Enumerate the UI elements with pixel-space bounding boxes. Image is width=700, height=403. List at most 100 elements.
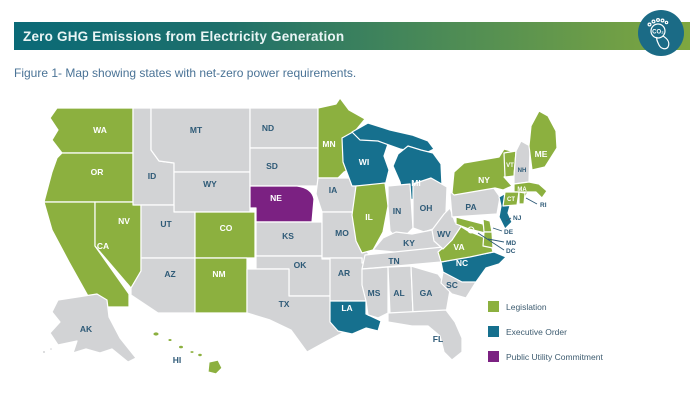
- page-title: Zero GHG Emissions from Electricity Gene…: [23, 28, 345, 44]
- state-NH: [513, 140, 531, 185]
- leader-line-DE: [492, 227, 503, 232]
- state-AK-island: [41, 349, 47, 355]
- state-label-UT: UT: [160, 219, 172, 229]
- state-MD: [455, 216, 486, 234]
- state-HI-island: [177, 344, 185, 350]
- state-label-MN: MN: [322, 139, 335, 149]
- public-utility-commitment-swatch: [488, 351, 499, 362]
- state-ND: [249, 107, 319, 149]
- state-label-NV: NV: [118, 216, 130, 226]
- state-MT: [150, 107, 251, 173]
- state-NM: [194, 257, 248, 314]
- state-SD: [249, 147, 319, 187]
- state-WA: [49, 107, 134, 154]
- state-label-MI: MI: [411, 178, 420, 188]
- dc-marker: [467, 226, 475, 234]
- state-FL: [387, 309, 463, 361]
- state-label-CT: CT: [507, 197, 515, 203]
- state-OR: [43, 152, 134, 203]
- state-label-NY: NY: [478, 175, 490, 185]
- state-WY: [173, 171, 251, 213]
- state-label-IL: IL: [365, 212, 373, 222]
- state-label-DC: DC: [506, 248, 516, 255]
- executive-order-swatch: [488, 326, 499, 337]
- callout-labels: RI NJ DE MD DC: [477, 197, 547, 255]
- state-label-NE: NE: [270, 193, 282, 203]
- state-label-ID: ID: [148, 171, 157, 181]
- leader-line-DC: [477, 232, 505, 251]
- state-label-KS: KS: [282, 231, 294, 241]
- legend-label: Executive Order: [506, 326, 567, 337]
- figure-caption: Figure 1- Map showing states with net-ze…: [14, 66, 357, 80]
- state-DE: [482, 218, 493, 233]
- map-legend: Legislation Executive Order Public Utili…: [488, 301, 603, 376]
- legend-label: Public Utility Commitment: [506, 351, 603, 362]
- state-label-WI: WI: [359, 157, 369, 167]
- state-label-IN: IN: [393, 206, 402, 216]
- state-label-NM: NM: [212, 269, 225, 279]
- state-label-MA: MA: [517, 187, 527, 193]
- state-label-SD: SD: [266, 161, 278, 171]
- leader-line-NJ: [505, 217, 512, 222]
- legend-item-executive-order: Executive Order: [488, 326, 603, 337]
- state-label-OK: OK: [294, 260, 308, 270]
- state-label-OR: OR: [91, 167, 104, 177]
- state-label-MD: MD: [506, 240, 516, 247]
- state-LA: [329, 300, 382, 335]
- header-bar: Zero GHG Emissions from Electricity Gene…: [14, 22, 690, 50]
- state-label-TN: TN: [388, 256, 399, 266]
- state-label-AR: AR: [338, 268, 350, 278]
- legend-label: Legislation: [506, 301, 547, 312]
- state-label-HI: HI: [173, 355, 182, 365]
- state-label-CO: CO: [220, 223, 233, 233]
- state-label-FL: FL: [433, 334, 443, 344]
- state-label-GA: GA: [420, 288, 433, 298]
- state-label-NH: NH: [518, 168, 527, 174]
- state-label-MT: MT: [190, 125, 203, 135]
- leader-line-MD: [487, 238, 505, 243]
- carbon-footprint-co2-icon: CO₂: [638, 10, 684, 56]
- state-AZ: [130, 257, 196, 314]
- legend-item-public-utility-commitment: Public Utility Commitment: [488, 351, 603, 362]
- state-label-KY: KY: [403, 238, 415, 248]
- state-label-TX: TX: [279, 299, 290, 309]
- state-NY: [451, 148, 513, 196]
- state-CO: [194, 211, 256, 259]
- co2-icon-text: CO₂: [652, 30, 664, 36]
- state-HI-big-island: [207, 359, 223, 375]
- state-label-AZ: AZ: [164, 269, 175, 279]
- state-RI: [518, 191, 526, 205]
- state-label-WA: WA: [93, 125, 107, 135]
- state-label-WY: WY: [203, 179, 217, 189]
- state-HI-island: [189, 349, 195, 355]
- state-HI-island: [197, 352, 204, 358]
- state-label-ND: ND: [262, 123, 274, 133]
- leader-line-RI: [525, 197, 538, 205]
- state-label-NJ: NJ: [513, 215, 522, 222]
- state-MI-upper: [351, 122, 435, 155]
- state-label-ME: ME: [535, 149, 548, 159]
- state-label-IA: IA: [329, 185, 338, 195]
- state-label-LA: LA: [341, 303, 352, 313]
- state-label-PA: PA: [465, 202, 476, 212]
- state-GA: [410, 265, 451, 314]
- state-UT: [140, 204, 196, 259]
- state-label-WV: WV: [437, 229, 451, 239]
- state-labels: WA OR CA NV ID MT WY UT CO AZ NM ND SD N…: [80, 123, 548, 365]
- state-label-AK: AK: [80, 324, 93, 334]
- state-NE: [249, 185, 315, 223]
- state-label-MO: MO: [335, 228, 349, 238]
- state-ME: [528, 110, 558, 171]
- legend-item-legislation: Legislation: [488, 301, 603, 312]
- state-label-MS: MS: [368, 288, 381, 298]
- state-AK-island: [48, 347, 53, 352]
- co2-footprint-glyph: CO₂: [647, 18, 670, 50]
- state-label-OH: OH: [420, 203, 433, 213]
- state-label-NC: NC: [456, 258, 468, 268]
- state-TX: [246, 268, 351, 353]
- state-CT: [502, 191, 520, 207]
- state-label-VT: VT: [506, 163, 514, 169]
- state-label-RI: RI: [540, 202, 547, 209]
